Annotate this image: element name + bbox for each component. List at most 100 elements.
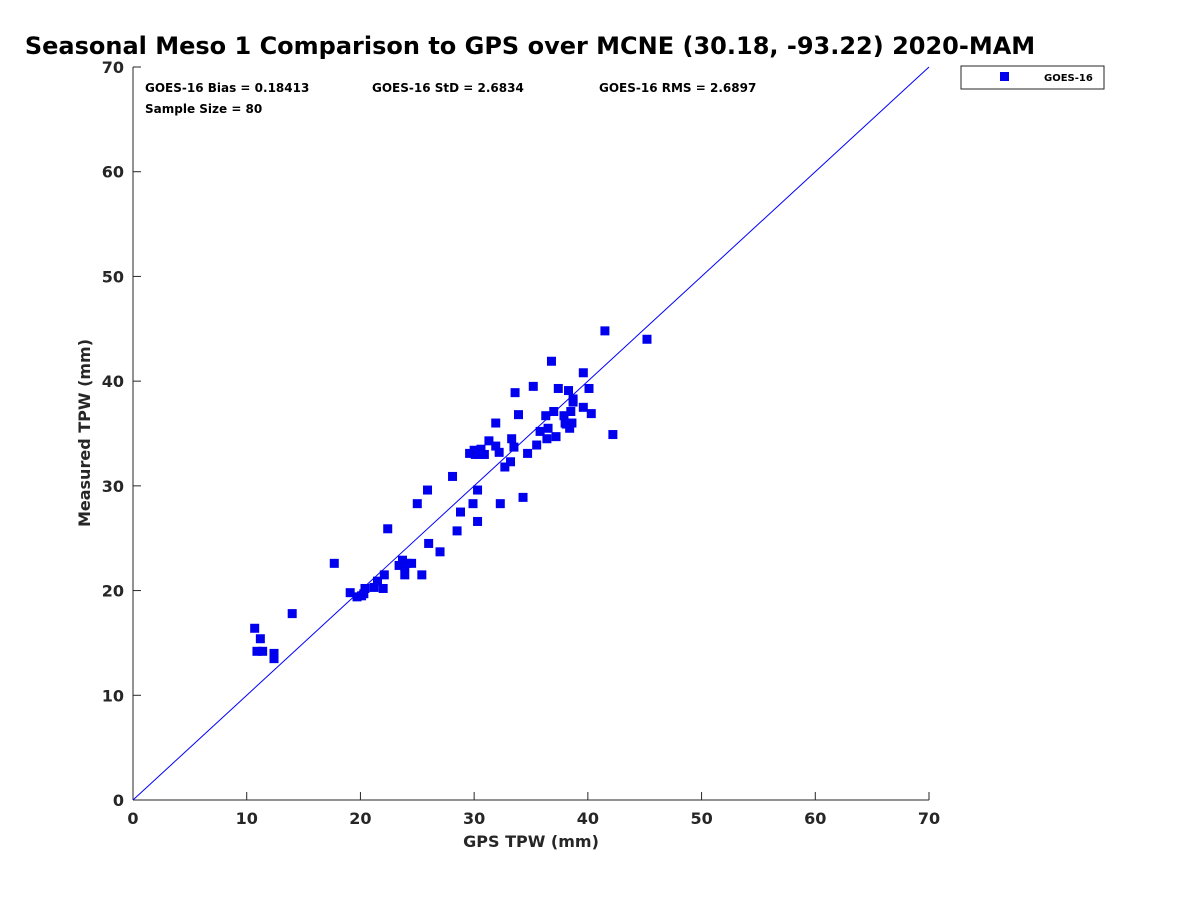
stat-std: GOES-16 StD = 2.6834 bbox=[372, 81, 524, 95]
data-point bbox=[360, 583, 370, 593]
data-point bbox=[369, 582, 379, 592]
legend-marker-goes-16 bbox=[1000, 72, 1009, 81]
data-point bbox=[473, 516, 483, 526]
y-tick-label: 0 bbox=[113, 791, 124, 810]
data-point bbox=[255, 634, 265, 644]
data-point bbox=[423, 485, 433, 495]
data-point bbox=[642, 334, 652, 344]
data-point bbox=[398, 555, 408, 565]
data-point bbox=[258, 646, 268, 656]
data-point bbox=[252, 646, 262, 656]
data-point bbox=[543, 423, 553, 433]
stat-bias: GOES-16 Bias = 0.18413 bbox=[145, 81, 309, 95]
data-point bbox=[608, 430, 618, 440]
data-point bbox=[400, 570, 410, 580]
data-point bbox=[518, 492, 528, 502]
data-point bbox=[372, 576, 382, 586]
data-point bbox=[494, 447, 504, 457]
y-axis-label: Measured TPW (mm) bbox=[75, 339, 94, 527]
data-point bbox=[500, 462, 510, 472]
y-tick-label: 20 bbox=[102, 582, 124, 601]
data-point bbox=[507, 434, 517, 444]
x-tick-label: 50 bbox=[690, 809, 712, 828]
y-tick-label: 50 bbox=[102, 267, 124, 286]
stat-rms: GOES-16 RMS = 2.6897 bbox=[599, 81, 756, 95]
data-point bbox=[549, 407, 559, 417]
data-point bbox=[513, 410, 523, 420]
data-point bbox=[468, 499, 478, 509]
data-point bbox=[510, 388, 520, 398]
x-tick-label: 40 bbox=[577, 809, 599, 828]
data-point bbox=[465, 448, 475, 458]
data-point bbox=[484, 436, 494, 446]
data-point bbox=[287, 609, 297, 619]
data-point bbox=[476, 444, 486, 454]
data-point bbox=[535, 426, 545, 436]
y-tick-label: 60 bbox=[102, 163, 124, 182]
data-point bbox=[551, 432, 561, 442]
data-point bbox=[352, 592, 362, 602]
data-point bbox=[578, 368, 588, 378]
data-point bbox=[506, 457, 516, 467]
x-axis-label: GPS TPW (mm) bbox=[463, 832, 599, 851]
data-point bbox=[383, 524, 393, 534]
data-point bbox=[424, 538, 434, 548]
chart-title: Seasonal Meso 1 Comparison to GPS over M… bbox=[25, 32, 1035, 60]
y-tick-label: 10 bbox=[102, 686, 124, 705]
x-tick-label: 20 bbox=[349, 809, 371, 828]
data-point bbox=[565, 423, 575, 433]
data-point bbox=[586, 409, 596, 419]
data-point bbox=[541, 411, 551, 421]
data-point bbox=[378, 583, 388, 593]
data-point bbox=[345, 588, 355, 598]
reference-line-group bbox=[132, 66, 930, 801]
data-point bbox=[402, 558, 412, 568]
y-tick-label: 40 bbox=[102, 372, 124, 391]
data-point bbox=[584, 383, 594, 393]
data-point bbox=[412, 499, 422, 509]
data-point bbox=[566, 407, 576, 417]
data-point bbox=[470, 449, 480, 459]
data-point bbox=[479, 449, 489, 459]
x-tick-label: 70 bbox=[918, 809, 940, 828]
data-point bbox=[600, 326, 610, 336]
legend-label-goes-16: GOES-16 bbox=[1044, 73, 1093, 84]
data-point bbox=[359, 589, 369, 599]
x-tick-label: 10 bbox=[236, 809, 258, 828]
x-tick-label: 30 bbox=[463, 809, 485, 828]
data-point bbox=[564, 386, 574, 396]
data-point bbox=[532, 440, 542, 450]
y-tick-label: 30 bbox=[102, 477, 124, 496]
data-point bbox=[250, 623, 260, 633]
data-point bbox=[448, 471, 458, 481]
data-point bbox=[407, 558, 417, 568]
data-point bbox=[473, 485, 483, 495]
data-point bbox=[528, 381, 538, 391]
data-point bbox=[568, 394, 578, 404]
scatter-points bbox=[250, 326, 652, 664]
x-tick-label: 60 bbox=[804, 809, 826, 828]
data-point bbox=[452, 526, 462, 536]
data-point bbox=[491, 418, 501, 428]
data-point bbox=[269, 654, 279, 664]
data-point bbox=[394, 560, 404, 570]
data-point bbox=[435, 547, 445, 557]
data-point bbox=[546, 356, 556, 366]
data-point bbox=[491, 441, 501, 451]
data-point bbox=[495, 499, 505, 509]
data-point bbox=[475, 449, 485, 459]
data-point bbox=[379, 570, 389, 580]
legend-box bbox=[960, 65, 1105, 90]
x-tick-label: 0 bbox=[127, 809, 138, 828]
data-point bbox=[542, 434, 552, 444]
data-point bbox=[567, 418, 577, 428]
axes bbox=[132, 67, 929, 801]
data-point bbox=[559, 411, 569, 421]
data-point bbox=[329, 558, 339, 568]
stat-sample-size: Sample Size = 80 bbox=[145, 102, 262, 116]
data-point bbox=[523, 448, 533, 458]
data-point bbox=[509, 442, 519, 452]
data-point bbox=[553, 383, 563, 393]
axis-ticks: 0 10 20 30 40 50 60 70 0 10 20 30 40 50 60 70 bbox=[102, 58, 940, 828]
